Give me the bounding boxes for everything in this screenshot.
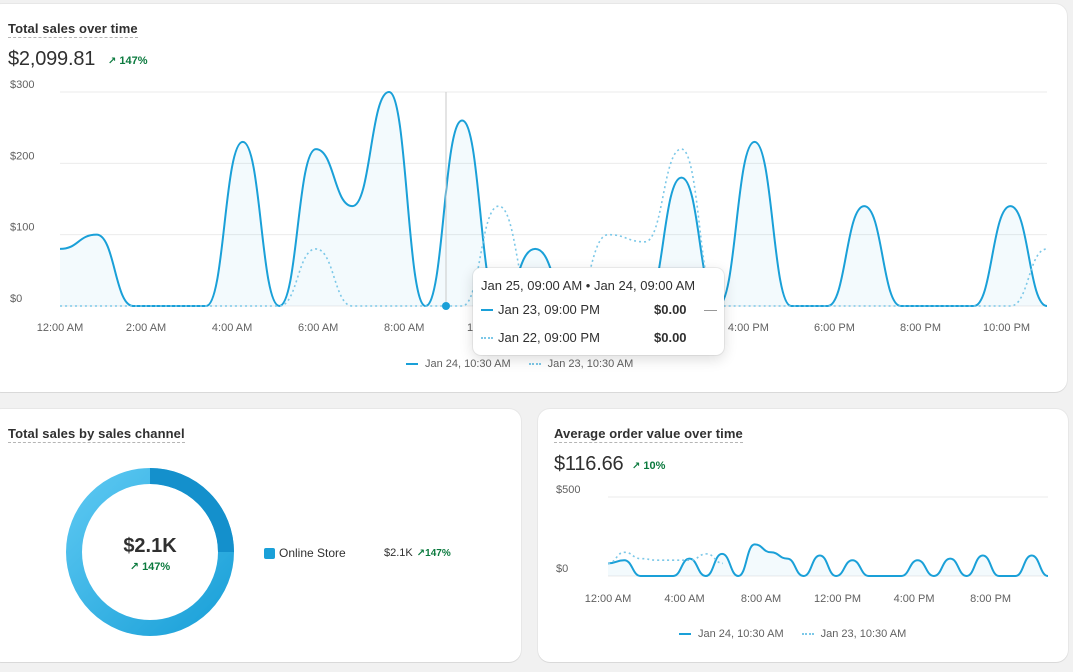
x-tick-label: 12:00 AM	[585, 593, 631, 605]
chart-tooltip: Jan 25, 09:00 AM • Jan 24, 09:00 AM Jan …	[473, 268, 724, 355]
tooltip-row-value: $0.00	[654, 302, 687, 317]
tooltip-header: Jan 25, 09:00 AM • Jan 24, 09:00 AM	[481, 278, 696, 293]
donut-center-delta: ↗ 147%	[129, 561, 171, 573]
donut-slice-highlight	[149, 468, 234, 553]
sales-delta-text: 147%	[119, 55, 148, 67]
aov-delta-badge: ↗ 10%	[632, 460, 665, 472]
sales-total-value: $2,099.81	[8, 48, 96, 70]
y-tick-label: $100	[10, 222, 34, 234]
arrow-up-right-icon: ↗	[108, 55, 117, 67]
tooltip-row-label: Jan 22, 09:00 PM	[498, 330, 600, 345]
sales-over-time-title[interactable]: Total sales over time	[8, 21, 138, 38]
legend-previous-label: Jan 23, 10:30 AM	[820, 628, 907, 640]
x-tick-label: 12:00 PM	[814, 593, 861, 605]
x-tick-label: 6:00 AM	[298, 322, 338, 334]
sales-by-channel-card	[0, 409, 521, 662]
x-tick-label: 6:00 PM	[814, 322, 855, 334]
tooltip-row-current: Jan 23, 09:00 PM $0.00 —	[481, 302, 717, 317]
series-line-current[interactable]	[607, 543, 1049, 578]
aov-value: $116.66	[554, 453, 624, 475]
channel-delta: ↗147%	[416, 547, 451, 559]
dotted-line-swatch-icon	[528, 363, 541, 365]
legend-item-previous[interactable]: Jan 23, 10:30 AM	[528, 358, 634, 370]
x-tick-label: 8:00 PM	[970, 593, 1011, 605]
donut-center-value: $2.1K	[123, 535, 177, 557]
x-tick-label: 4:00 PM	[728, 322, 769, 334]
y-tick-label: $200	[10, 150, 34, 162]
series-area-fill	[60, 92, 1047, 306]
avg-order-value-card	[538, 409, 1068, 662]
x-tick-label: 8:00 AM	[741, 593, 781, 605]
channel-value-group: $2.1K ↗147%	[384, 547, 451, 559]
x-tick-label: 10:00 PM	[983, 322, 1030, 334]
tooltip-row-previous: Jan 22, 09:00 PM $0.00	[481, 330, 716, 345]
x-tick-label: 12:00 AM	[37, 322, 83, 334]
sales-by-channel-title[interactable]: Total sales by sales channel	[8, 426, 185, 443]
legend-current-label: Jan 24, 10:30 AM	[425, 358, 511, 370]
sales-chart-legend: Jan 24, 10:30 AM Jan 23, 10:30 AM	[406, 358, 633, 370]
legend-item-previous[interactable]: Jan 23, 10:30 AM	[801, 628, 907, 640]
y-tick-label: $0	[10, 293, 22, 305]
solid-line-swatch-icon	[679, 633, 691, 635]
tooltip-row-label: Jan 23, 09:00 PM	[498, 302, 600, 317]
solid-line-swatch-icon	[481, 308, 493, 311]
aov-line-chart[interactable]: $0 $500 12:00 AM 4:00 AM 8:00 AM 12:00 PM 4:00…	[538, 485, 1058, 610]
hover-point[interactable]	[442, 302, 450, 310]
channel-legend-item[interactable]: Online Store	[264, 546, 346, 560]
aov-delta-text: 10%	[643, 460, 666, 472]
channel-name: Online Store	[279, 546, 346, 560]
dotted-line-swatch-icon	[481, 336, 493, 339]
y-tick-label: $0	[556, 563, 568, 575]
x-tick-label: 4:00 PM	[894, 593, 935, 605]
x-tick-label: 8:00 PM	[900, 322, 941, 334]
y-tick-label: $500	[556, 485, 580, 496]
dotted-line-swatch-icon	[801, 633, 814, 635]
sales-channel-donut-chart[interactable]	[60, 465, 240, 645]
aov-chart-legend: Jan 24, 10:30 AM Jan 23, 10:30 AM	[679, 628, 906, 640]
x-tick-label: 2:00 AM	[126, 322, 166, 334]
tooltip-row-value: $0.00	[654, 330, 687, 345]
legend-current-label: Jan 24, 10:30 AM	[698, 628, 784, 640]
series-area-fill	[608, 544, 1048, 576]
legend-item-current[interactable]: Jan 24, 10:30 AM	[406, 358, 511, 370]
arrow-up-right-icon: ↗	[416, 547, 426, 559]
donut-center-label: $2.1K ↗ 147%	[105, 535, 195, 573]
online-store-swatch-icon	[264, 547, 275, 559]
sales-delta-badge: ↗ 147%	[108, 55, 148, 67]
x-tick-label: 4:00 AM	[212, 322, 252, 334]
x-tick-label: 4:00 AM	[664, 593, 704, 605]
series-line-current[interactable]	[59, 90, 1048, 308]
legend-previous-label: Jan 23, 10:30 AM	[547, 358, 634, 370]
arrow-up-right-icon: ↗	[129, 561, 139, 573]
avg-order-value-title[interactable]: Average order value over time	[554, 426, 743, 443]
y-tick-label: $300	[10, 80, 34, 91]
x-tick-label: 8:00 AM	[384, 322, 424, 334]
arrow-up-right-icon: ↗	[632, 460, 641, 472]
minus-icon: —	[704, 302, 717, 317]
channel-value: $2.1K	[384, 547, 413, 559]
legend-item-current[interactable]: Jan 24, 10:30 AM	[679, 628, 784, 640]
solid-line-swatch-icon	[406, 363, 418, 365]
